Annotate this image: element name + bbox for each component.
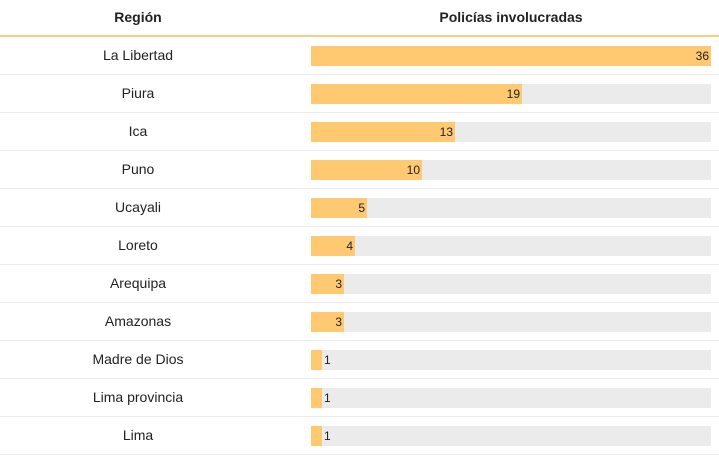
bar-fill [311, 236, 355, 256]
region-label: Puno [121, 161, 155, 177]
table-body: La Libertad 36 Piura 19 Ica 13 Puno 10 Ucayali 5 L… [0, 37, 719, 455]
bar-value-label: 1 [324, 353, 331, 367]
bar-cell: 3 [311, 312, 711, 332]
table-row: La Libertad 36 [0, 37, 719, 75]
region-label: Lima provincia [92, 389, 184, 405]
table-row: Ucayali 5 [0, 189, 719, 227]
bar-value-label: 1 [324, 391, 331, 405]
bar-fill [311, 426, 322, 446]
bar-track [311, 426, 711, 446]
region-label: Piura [121, 85, 155, 101]
bar-value-label: 1 [324, 429, 331, 443]
bar-track [311, 350, 711, 370]
bar-fill [311, 160, 422, 180]
bar-value-label: 3 [335, 315, 342, 329]
table-row: Ica 13 [0, 113, 719, 151]
bar-track [311, 312, 711, 332]
table-row: Puno 10 [0, 151, 719, 189]
table-row: Madre de Dios 1 [0, 341, 719, 379]
bar-fill [311, 84, 522, 104]
region-label: Loreto [118, 237, 158, 253]
bar-cell: 36 [311, 46, 711, 66]
bar-cell: 5 [311, 198, 711, 218]
bar-value-label: 10 [406, 163, 420, 177]
column-header-region[interactable]: Región [114, 9, 162, 25]
bar-value-label: 19 [506, 87, 520, 101]
bar-cell: 13 [311, 122, 711, 142]
bar-value-label: 3 [335, 277, 342, 291]
region-label: Ica [128, 123, 148, 139]
bar-fill [311, 350, 322, 370]
bar-cell: 1 [311, 426, 711, 446]
bar-cell: 3 [311, 274, 711, 294]
bar-cell: 1 [311, 388, 711, 408]
region-label: La Libertad [102, 47, 174, 63]
bar-value-label: 4 [346, 239, 353, 253]
bar-fill [311, 312, 344, 332]
bar-track [311, 274, 711, 294]
region-label: Amazonas [104, 313, 172, 329]
bar-fill [311, 46, 711, 66]
bar-track [311, 198, 711, 218]
table-row: Arequipa 3 [0, 265, 719, 303]
bar-fill [311, 388, 322, 408]
bar-cell: 10 [311, 160, 711, 180]
table-header: Región Policías involucradas [0, 0, 719, 37]
table-row: Loreto 4 [0, 227, 719, 265]
region-label: Madre de Dios [92, 351, 184, 367]
table-row: Amazonas 3 [0, 303, 719, 341]
region-label: Arequipa [109, 275, 167, 291]
bar-cell: 4 [311, 236, 711, 256]
bar-fill [311, 274, 344, 294]
bar-fill [311, 198, 367, 218]
bar-value-label: 36 [695, 49, 709, 63]
table-row: Lima provincia 1 [0, 379, 719, 417]
region-label: Lima [122, 427, 154, 443]
bar-cell: 1 [311, 350, 711, 370]
bar-cell: 19 [311, 84, 711, 104]
bar-value-label: 13 [439, 125, 453, 139]
bar-track [311, 236, 711, 256]
bar-fill [311, 122, 455, 142]
region-label: Ucayali [115, 199, 161, 215]
table-row: Piura 19 [0, 75, 719, 113]
bar-track [311, 388, 711, 408]
table-row: Lima 1 [0, 417, 719, 455]
bar-value-label: 5 [358, 201, 365, 215]
column-header-police[interactable]: Policías involucradas [439, 9, 583, 25]
